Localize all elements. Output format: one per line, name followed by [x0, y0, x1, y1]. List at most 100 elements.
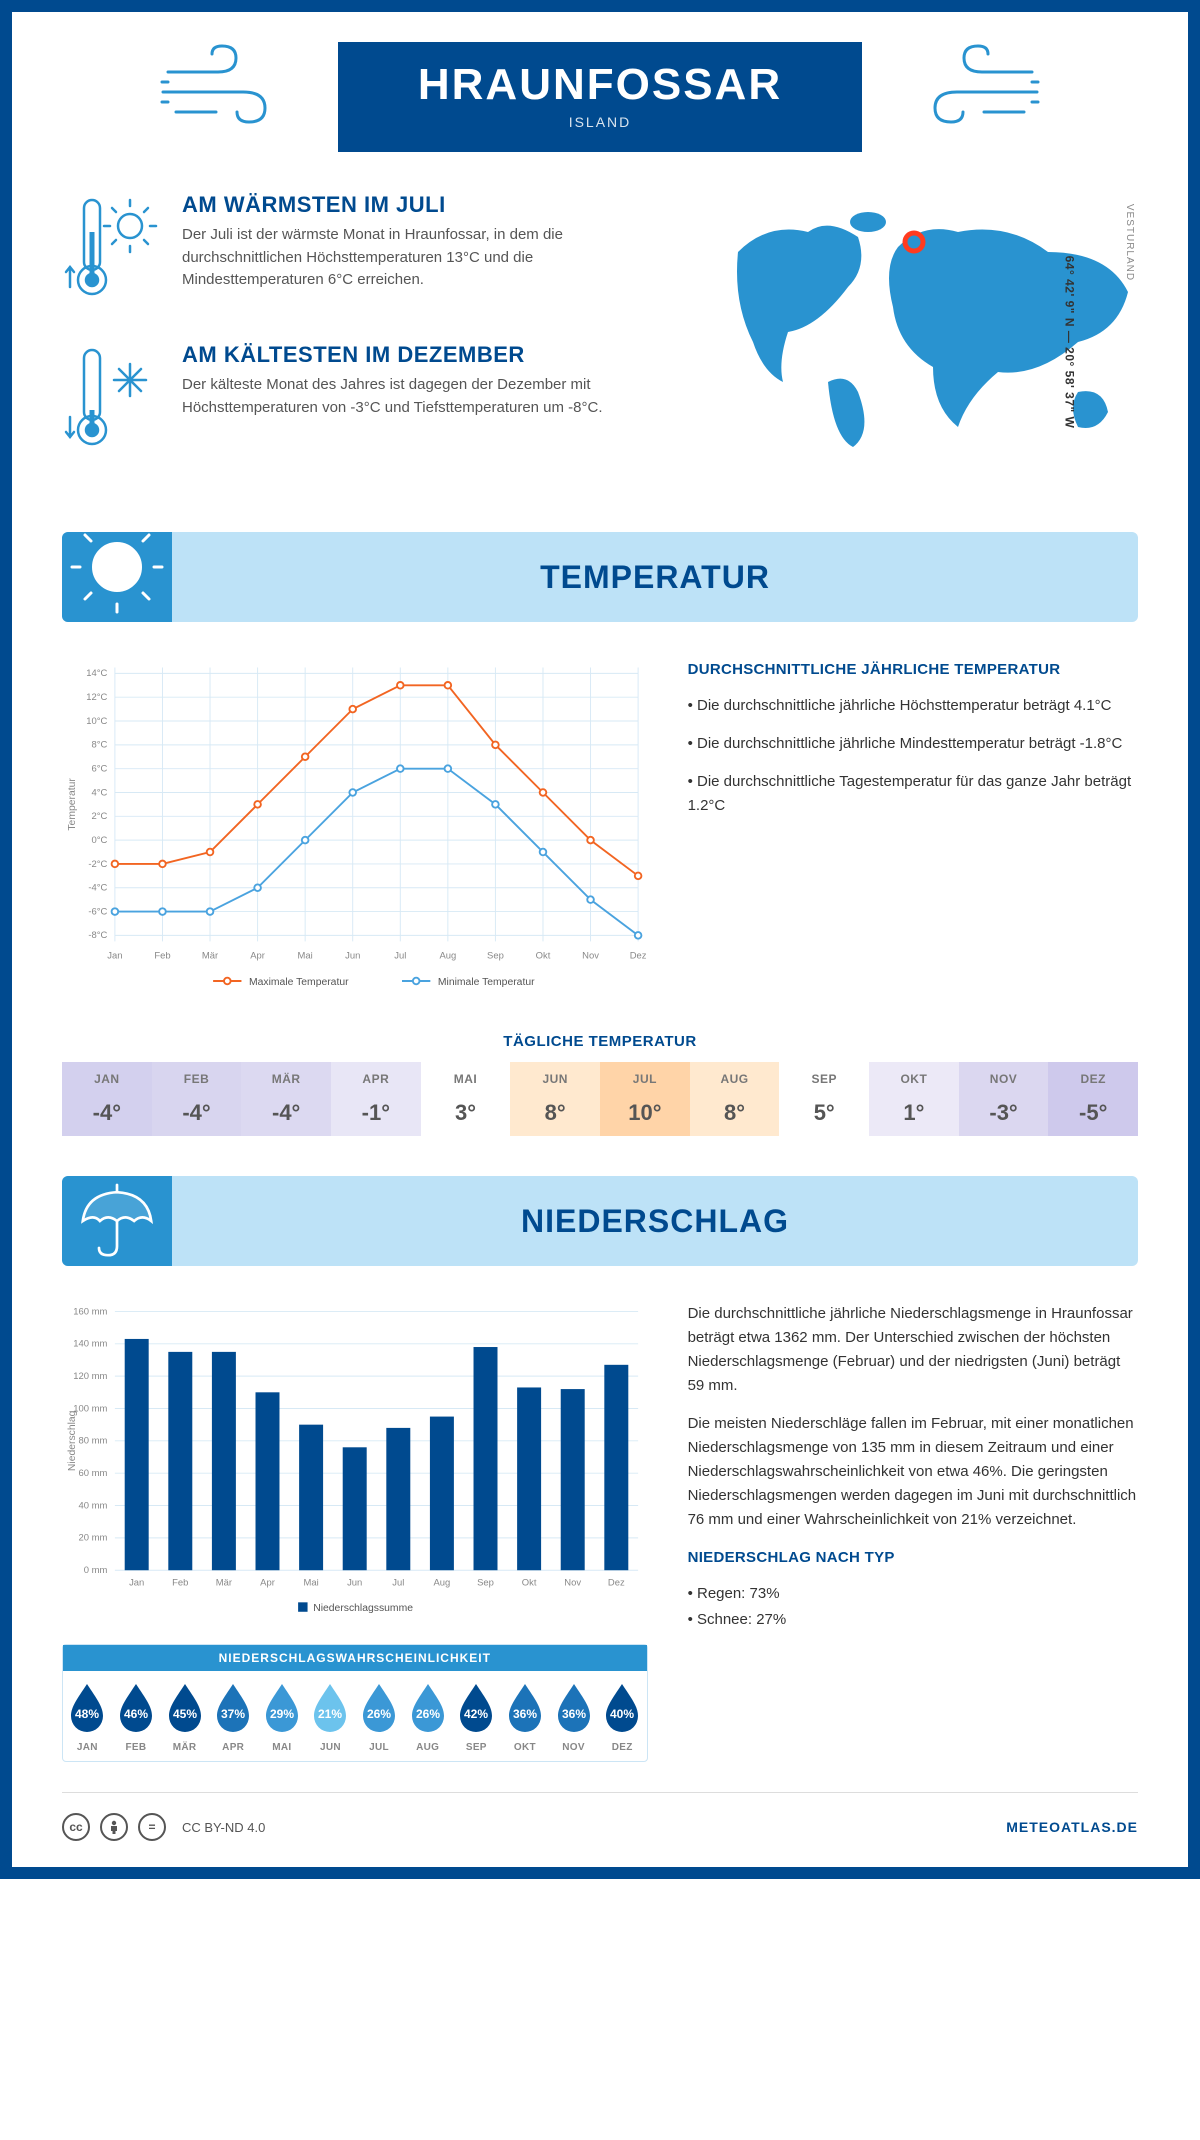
svg-text:Jul: Jul [394, 950, 406, 961]
precip-type-title: NIEDERSCHLAG NACH TYP [688, 1546, 1138, 1570]
svg-text:6°C: 6°C [91, 763, 107, 774]
svg-text:40 mm: 40 mm [78, 1500, 107, 1511]
cc-icon: cc [62, 1813, 90, 1841]
umbrella-icon [72, 1176, 162, 1266]
svg-text:Mär: Mär [202, 950, 218, 961]
svg-text:Aug: Aug [439, 950, 456, 961]
svg-text:Maximale Temperatur: Maximale Temperatur [249, 977, 349, 988]
sun-icon [67, 522, 167, 622]
svg-text:Jun: Jun [345, 950, 360, 961]
svg-text:-4°C: -4°C [88, 883, 107, 894]
svg-text:42%: 42% [464, 1707, 488, 1721]
temp-table-cell: JAN-4° [62, 1062, 152, 1136]
section-header-precip: NIEDERSCHLAG [62, 1176, 1138, 1266]
svg-text:160 mm: 160 mm [73, 1306, 107, 1317]
temp-info-title: DURCHSCHNITTLICHE JÄHRLICHE TEMPERATUR [688, 658, 1138, 682]
svg-text:60 mm: 60 mm [78, 1468, 107, 1479]
svg-text:Jun: Jun [347, 1577, 362, 1588]
svg-text:26%: 26% [416, 1707, 440, 1721]
svg-text:Mär: Mär [216, 1577, 232, 1588]
svg-text:14°C: 14°C [86, 668, 107, 679]
fact-cold-title: AM KÄLTESTEN IM DEZEMBER [182, 342, 678, 368]
prob-cell: 21% JUN [306, 1671, 355, 1761]
svg-text:20 mm: 20 mm [78, 1533, 107, 1544]
precip-probability-box: NIEDERSCHLAGSWAHRSCHEINLICHKEIT 48% JAN … [62, 1644, 648, 1762]
svg-text:Jan: Jan [107, 950, 122, 961]
temp-bullet-0: • Die durchschnittliche jährliche Höchst… [688, 694, 1138, 718]
svg-text:Nov: Nov [582, 950, 599, 961]
prob-cell: 36% OKT [501, 1671, 550, 1761]
svg-text:Jan: Jan [129, 1577, 144, 1588]
thermometer-sun-icon [62, 192, 162, 312]
precip-chart-row: 0 mm20 mm40 mm60 mm80 mm100 mm120 mm140 … [62, 1302, 1138, 1762]
svg-text:Minimale Temperatur: Minimale Temperatur [438, 977, 535, 988]
page-subtitle: ISLAND [418, 114, 782, 130]
temp-bullet-1: • Die durchschnittliche jährliche Mindes… [688, 732, 1138, 756]
daily-temp-title: TÄGLICHE TEMPERATUR [62, 1033, 1138, 1050]
page-content: HRAUNFOSSAR ISLAND [12, 12, 1188, 1867]
precip-body-1: Die durchschnittliche jährliche Niedersc… [688, 1302, 1138, 1398]
svg-text:8°C: 8°C [91, 740, 107, 751]
section-title-temp: TEMPERATUR [172, 559, 1138, 596]
svg-text:Dez: Dez [608, 1577, 625, 1588]
svg-text:26%: 26% [367, 1707, 391, 1721]
prob-cell: 26% JUL [355, 1671, 404, 1761]
temp-table-cell: JUN8° [510, 1062, 600, 1136]
daily-temp-table: JAN-4°FEB-4°MÄR-4°APR-1°MAI3°JUN8°JUL10°… [62, 1062, 1138, 1136]
svg-text:Jul: Jul [392, 1577, 404, 1588]
precip-chart-box: 0 mm20 mm40 mm60 mm80 mm100 mm120 mm140 … [62, 1302, 648, 1762]
svg-text:Apr: Apr [260, 1577, 275, 1588]
svg-text:45%: 45% [173, 1707, 197, 1721]
svg-text:4°C: 4°C [91, 787, 107, 798]
prob-cell: 46% FEB [112, 1671, 161, 1761]
prob-cell: 45% MÄR [160, 1671, 209, 1761]
temperature-chart: -8°C-6°C-4°C-2°C0°C2°C4°C6°C8°C10°C12°C1… [62, 658, 648, 1003]
header-row: HRAUNFOSSAR ISLAND [62, 42, 1138, 152]
svg-text:Temperatur: Temperatur [67, 778, 78, 831]
fact-cold-body: Der kälteste Monat des Jahres ist dagege… [182, 374, 678, 419]
wind-icon-right [902, 42, 1042, 142]
svg-text:21%: 21% [318, 1707, 342, 1721]
temp-table-cell: SEP5° [779, 1062, 869, 1136]
license-text: CC BY-ND 4.0 [182, 1820, 265, 1835]
intro-row: AM WÄRMSTEN IM JULI Der Juli ist der wär… [62, 192, 1138, 492]
region-label: VESTURLAND [1124, 204, 1135, 281]
section-title-precip: NIEDERSCHLAG [172, 1203, 1138, 1240]
svg-text:29%: 29% [270, 1707, 294, 1721]
wind-icon-left [158, 42, 298, 142]
site-name: METEOATLAS.DE [1006, 1819, 1138, 1835]
svg-text:Sep: Sep [477, 1577, 494, 1588]
svg-text:80 mm: 80 mm [78, 1436, 107, 1447]
fact-warmest: AM WÄRMSTEN IM JULI Der Juli ist der wär… [62, 192, 678, 312]
section-header-temperature: TEMPERATUR [62, 532, 1138, 622]
svg-text:-2°C: -2°C [88, 859, 107, 870]
prob-cell: 42% SEP [452, 1671, 501, 1761]
temp-table-cell: APR-1° [331, 1062, 421, 1136]
precip-body-2: Die meisten Niederschläge fallen im Febr… [688, 1412, 1138, 1532]
svg-text:36%: 36% [562, 1707, 586, 1721]
svg-text:10°C: 10°C [86, 716, 107, 727]
svg-text:40%: 40% [610, 1707, 634, 1721]
svg-text:37%: 37% [221, 1707, 245, 1721]
precipitation-chart: 0 mm20 mm40 mm60 mm80 mm100 mm120 mm140 … [62, 1302, 648, 1623]
prob-cell: 36% NOV [549, 1671, 598, 1761]
svg-text:36%: 36% [513, 1707, 537, 1721]
prob-cell: 48% JAN [63, 1671, 112, 1761]
svg-text:-6°C: -6°C [88, 906, 107, 917]
prob-cell: 37% APR [209, 1671, 258, 1761]
temp-table-cell: JUL10° [600, 1062, 690, 1136]
svg-text:-8°C: -8°C [88, 930, 107, 941]
svg-text:120 mm: 120 mm [73, 1371, 107, 1382]
svg-text:0 mm: 0 mm [84, 1565, 108, 1576]
license-block: cc = CC BY-ND 4.0 [62, 1813, 265, 1841]
svg-text:Niederschlagssumme: Niederschlagssumme [313, 1603, 413, 1614]
prob-cell: 29% MAI [258, 1671, 307, 1761]
svg-text:Mai: Mai [303, 1577, 318, 1588]
svg-text:Niederschlag: Niederschlag [67, 1410, 78, 1471]
svg-text:48%: 48% [75, 1707, 99, 1721]
temp-table-cell: MAI3° [421, 1062, 511, 1136]
page-title: HRAUNFOSSAR [418, 60, 782, 110]
svg-text:46%: 46% [124, 1707, 148, 1721]
svg-text:Feb: Feb [154, 950, 170, 961]
temp-info: DURCHSCHNITTLICHE JÄHRLICHE TEMPERATUR •… [688, 658, 1138, 1003]
